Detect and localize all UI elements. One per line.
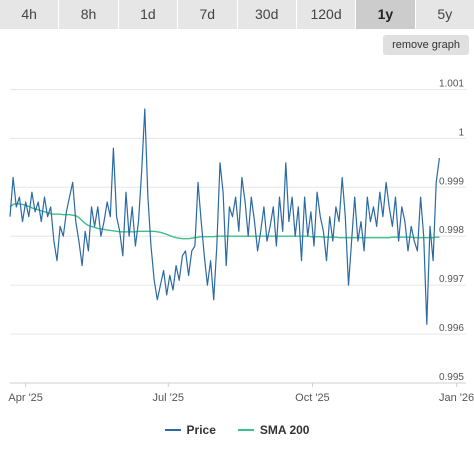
y-tick-label: 0.995 bbox=[439, 372, 464, 383]
y-tick-label: 0.997 bbox=[439, 274, 464, 285]
y-tick-label: 1.001 bbox=[439, 78, 464, 89]
tab-4h[interactable]: 4h bbox=[0, 0, 60, 29]
y-tick-label: 0.998 bbox=[439, 225, 464, 236]
tab-1y[interactable]: 1y bbox=[356, 0, 416, 29]
tab-1d[interactable]: 1d bbox=[118, 0, 179, 29]
tab-120d[interactable]: 120d bbox=[296, 0, 357, 29]
x-tick-label: Jul '25 bbox=[153, 392, 184, 404]
tab-7d[interactable]: 7d bbox=[178, 0, 238, 29]
legend-item-price[interactable]: Price bbox=[164, 423, 216, 437]
time-range-tabs: 4h 8h 1d 7d 30d 120d 1y 5y bbox=[0, 0, 474, 29]
chart-legend: Price SMA 200 bbox=[0, 420, 474, 440]
y-tick-label: 1 bbox=[458, 127, 464, 138]
tab-5y[interactable]: 5y bbox=[415, 0, 474, 29]
price-chart: 0.995 0.996 0.997 0.998 0.999 1 1.001 Apr '25 Ju… bbox=[8, 78, 474, 404]
legend-item-sma[interactable]: SMA 200 bbox=[237, 423, 310, 437]
y-tick-label: 0.996 bbox=[439, 323, 464, 334]
legend-swatch-price bbox=[164, 429, 181, 431]
legend-swatch-sma bbox=[237, 429, 254, 431]
tab-30d[interactable]: 30d bbox=[237, 0, 297, 29]
tab-8h[interactable]: 8h bbox=[59, 0, 119, 29]
x-tick-label: Jan '26 bbox=[439, 392, 474, 404]
x-tick-label: Oct '25 bbox=[295, 392, 330, 404]
legend-label-sma: SMA 200 bbox=[259, 423, 310, 437]
y-tick-label: 0.999 bbox=[439, 176, 464, 187]
price-series-line bbox=[9, 108, 440, 325]
legend-label-price: Price bbox=[186, 423, 216, 437]
remove-graph-button[interactable]: remove graph bbox=[383, 35, 469, 55]
x-tick-label: Apr '25 bbox=[8, 392, 43, 404]
